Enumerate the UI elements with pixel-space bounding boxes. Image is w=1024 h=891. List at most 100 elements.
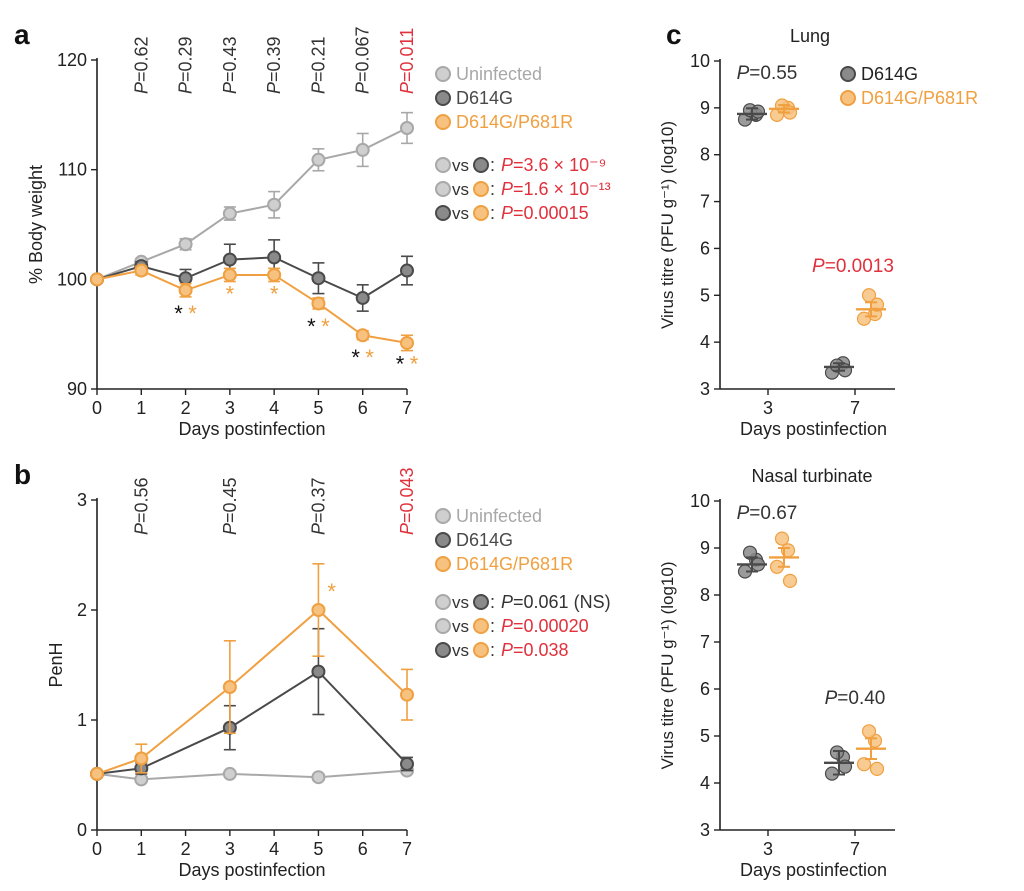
data-point-p681r: [400, 687, 414, 702]
x-axis-label: Days postinfection: [740, 419, 887, 439]
y-axis-label: Virus titre (PFU g⁻¹) (log10): [658, 562, 677, 770]
x-tick-label: 6: [358, 398, 368, 418]
x-tick-label: 5: [313, 398, 323, 418]
y-tick-label: 8: [700, 145, 710, 165]
group-p-value: P=0.55: [737, 63, 798, 84]
x-tick-label: 4: [269, 839, 279, 859]
legend-label-p681r: D614G/P681R: [456, 112, 573, 132]
data-point-uninfected: [178, 237, 193, 252]
y-tick-label: 120: [57, 50, 87, 70]
comparison-vs: vs: [452, 156, 469, 175]
x-tick-label: 1: [136, 839, 146, 859]
y-tick-label: 7: [700, 632, 710, 652]
data-point-uninfected: [267, 197, 282, 212]
data-point-d614g: [400, 263, 414, 278]
y-axis-label: PenH: [46, 642, 66, 687]
legend-marker-uninfected: [435, 66, 451, 82]
chart-title: Lung: [790, 26, 830, 46]
group-p-value: P=0.40: [825, 688, 886, 709]
legend-label-uninfected: Uninfected: [456, 506, 542, 526]
comparison-colon: :: [490, 616, 495, 636]
x-tick-label: 6: [358, 839, 368, 859]
comparison-marker-p681r: [473, 642, 489, 658]
legend-marker-p681r: [435, 114, 451, 130]
y-tick-label: 5: [700, 285, 710, 305]
data-point-d614g: [742, 545, 758, 560]
data-point-p681r: [869, 761, 885, 777]
comparison-marker-uninfected: [435, 594, 451, 610]
top-p-value: P=0.21: [308, 36, 328, 94]
significance-star: *: [410, 351, 419, 376]
y-tick-label: 90: [67, 379, 87, 399]
comparison-marker-d614g: [435, 205, 451, 221]
y-tick-label: 4: [700, 332, 710, 352]
comparison-marker-p681r: [473, 618, 489, 634]
comparison-colon: :: [490, 640, 495, 660]
legend-label-uninfected: Uninfected: [456, 64, 542, 84]
x-axis-label: Days postinfection: [178, 860, 325, 880]
comparison-p-value: P=1.6 × 10⁻¹³: [501, 179, 611, 199]
legend-label-p681r: D614G/P681R: [861, 88, 978, 108]
significance-star: *: [188, 301, 197, 326]
data-point-p681r: [782, 573, 798, 589]
data-point-d614g: [750, 104, 766, 119]
top-p-value: P=0.43: [220, 36, 240, 94]
data-point-p681r: [311, 603, 326, 617]
comparison-marker-d614g: [473, 157, 489, 173]
data-point-p681r: [134, 751, 149, 766]
data-point-p681r: [856, 757, 872, 772]
legend-label-p681r: D614G/P681R: [456, 554, 573, 574]
significance-star: *: [270, 281, 279, 306]
y-tick-label: 7: [700, 192, 710, 212]
x-tick-label: 3: [225, 398, 235, 418]
legend-marker-uninfected: [435, 508, 451, 524]
data-point-d614g: [311, 664, 326, 679]
x-tick-label: 3: [763, 398, 773, 418]
comparison-marker-d614g: [473, 594, 489, 610]
y-axis-label: % Body weight: [26, 165, 46, 284]
top-p-value: P=0.29: [176, 36, 196, 94]
data-point-d614g: [222, 252, 237, 267]
top-p-value: P=0.39: [264, 36, 284, 94]
legend-marker-d614g: [435, 90, 451, 106]
top-p-value: P=0.62: [131, 36, 151, 94]
comparison-marker-uninfected: [435, 181, 451, 197]
data-point-d614g: [267, 250, 282, 265]
x-tick-label: 0: [92, 839, 102, 859]
data-point-uninfected: [355, 142, 370, 157]
y-tick-label: 110: [58, 160, 87, 180]
y-tick-label: 3: [700, 820, 710, 840]
y-tick-label: 10: [690, 491, 710, 511]
y-tick-label: 3: [77, 490, 87, 510]
y-tick-label: 1: [77, 710, 87, 730]
y-tick-label: 10: [690, 51, 710, 71]
comparison-colon: :: [490, 179, 495, 199]
series-line-p681r: [96, 608, 408, 775]
legend-label-d614g: D614G: [456, 530, 513, 550]
significance-star: *: [396, 351, 405, 376]
y-tick-label: 8: [700, 585, 710, 605]
data-point-d614g: [400, 757, 414, 771]
data-point-p681r: [134, 263, 149, 278]
significance-star: *: [174, 301, 183, 326]
comparison-marker-p681r: [473, 205, 489, 221]
data-point-uninfected: [222, 766, 237, 781]
comparison-p-value: P=0.038: [501, 640, 569, 660]
significance-star: *: [365, 345, 374, 370]
y-tick-label: 100: [57, 269, 87, 289]
data-point-p681r: [90, 766, 104, 781]
data-point-d614g: [829, 745, 845, 760]
comparison-marker-uninfected: [435, 618, 451, 634]
x-axis-label: Days postinfection: [740, 860, 887, 880]
y-tick-label: 0: [77, 820, 87, 840]
comparison-vs: vs: [452, 593, 469, 612]
data-point-p681r: [400, 335, 414, 350]
top-p-value: P=0.067: [353, 26, 373, 94]
comparison-colon: :: [490, 155, 495, 175]
x-tick-label: 7: [402, 839, 412, 859]
comparison-marker-d614g: [435, 642, 451, 658]
comparison-colon: :: [490, 203, 495, 223]
